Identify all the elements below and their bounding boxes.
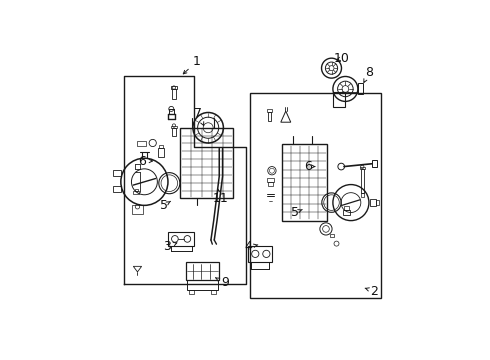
Bar xyxy=(186,262,219,280)
Text: 2: 2 xyxy=(365,285,378,298)
Bar xyxy=(113,186,121,192)
Bar xyxy=(361,169,364,193)
Bar xyxy=(133,191,140,194)
Bar xyxy=(172,89,176,99)
Bar xyxy=(344,206,349,210)
Bar xyxy=(343,210,350,215)
Text: 6: 6 xyxy=(304,160,315,173)
Text: 5: 5 xyxy=(160,199,171,212)
Text: 7: 7 xyxy=(195,107,204,126)
Bar xyxy=(138,141,146,146)
Bar xyxy=(158,148,164,157)
Bar xyxy=(250,93,381,298)
Bar xyxy=(358,84,363,94)
Bar xyxy=(113,170,121,176)
Bar xyxy=(330,234,334,237)
Text: 6: 6 xyxy=(138,154,152,167)
Bar xyxy=(372,161,377,167)
Text: 11: 11 xyxy=(213,189,228,205)
Bar xyxy=(370,199,376,206)
Bar xyxy=(268,112,271,121)
Bar xyxy=(361,193,364,197)
Bar xyxy=(269,182,273,186)
Bar xyxy=(159,145,163,148)
Text: 5: 5 xyxy=(292,206,302,219)
Bar xyxy=(376,201,379,205)
Bar xyxy=(172,126,176,128)
Text: 8: 8 xyxy=(364,66,373,82)
Bar xyxy=(333,92,344,107)
Bar xyxy=(168,232,195,246)
Bar xyxy=(360,167,365,169)
Bar xyxy=(172,86,176,89)
Bar xyxy=(135,189,138,191)
Bar xyxy=(180,128,233,198)
Text: 1: 1 xyxy=(183,55,201,74)
Text: 4: 4 xyxy=(245,240,258,253)
Text: 9: 9 xyxy=(216,276,229,289)
Bar xyxy=(248,246,272,262)
Bar xyxy=(211,290,217,294)
Bar xyxy=(189,290,195,294)
Text: 10: 10 xyxy=(333,52,349,65)
Text: 3: 3 xyxy=(163,240,177,253)
Bar xyxy=(187,280,218,290)
Bar xyxy=(132,205,143,214)
Bar xyxy=(267,177,274,182)
Bar xyxy=(172,128,176,136)
Bar xyxy=(267,109,272,112)
Bar xyxy=(282,144,327,221)
